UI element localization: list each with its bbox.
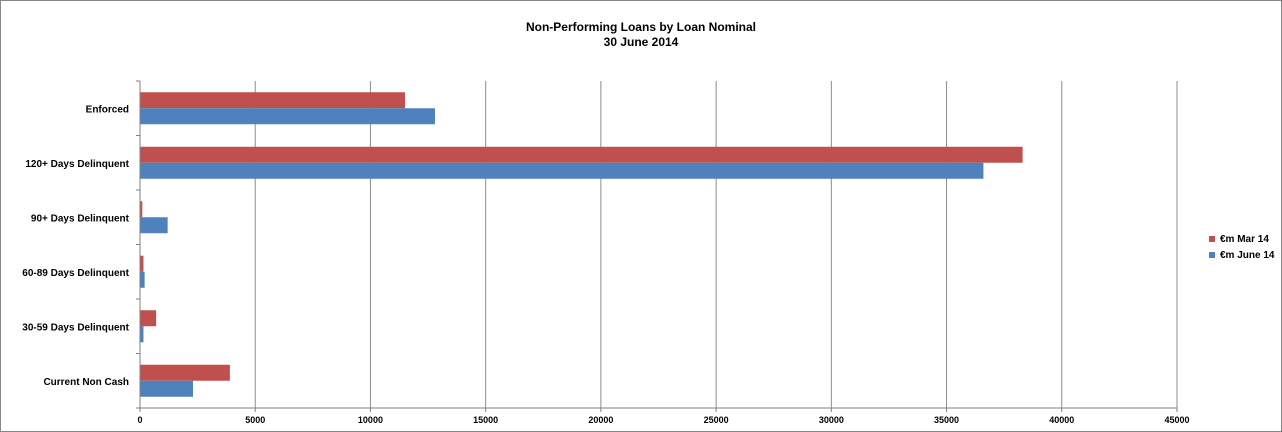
axes [136,80,1178,412]
x-tick-label: 15000 [473,415,498,425]
x-tick-label: 0 [137,415,142,425]
legend-swatch [1209,252,1215,258]
bar [140,271,145,288]
x-tick-label: 20000 [588,415,613,425]
chart-title: Non-Performing Loans by Loan Nominal [526,20,756,34]
category-label: 30-59 Days Delinquent [22,322,129,333]
category-label: 90+ Days Delinquent [31,213,130,224]
category-label: Enforced [86,104,129,115]
legend: €m Mar 14 €m June 14 [1209,234,1275,261]
x-tick-label: 30000 [819,415,844,425]
bar [140,217,168,234]
chart-subtitle: 30 June 2014 [604,35,679,49]
bar [140,201,143,218]
gridlines [254,81,1178,408]
x-tick-label: 45000 [1164,415,1189,425]
bar [140,92,406,109]
bar [140,310,157,327]
x-tick-label: 25000 [704,415,729,425]
category-label: 60-89 Days Delinquent [22,268,129,279]
bar [140,108,435,125]
x-tick-labels: 0 5000 10000 15000 20000 25000 30000 35000 40000… [137,415,1189,425]
x-tick-label: 40000 [1049,415,1074,425]
bars [140,92,1023,397]
bar [140,326,144,343]
x-tick-label: 35000 [934,415,959,425]
legend-label: €m June 14 [1220,250,1275,261]
category-label: 120+ Days Delinquent [25,159,129,170]
bar [140,380,194,397]
bar [140,146,1023,163]
legend-swatch [1209,236,1215,242]
legend-label: €m Mar 14 [1220,234,1269,245]
bar [140,364,230,381]
x-tick-label: 5000 [245,415,265,425]
bar [140,255,144,272]
bar [140,162,984,179]
category-label: Current Non Cash [43,377,129,388]
category-labels: Enforced 120+ Days Delinquent 90+ Days Del… [22,104,129,388]
x-tick-label: 10000 [358,415,383,425]
